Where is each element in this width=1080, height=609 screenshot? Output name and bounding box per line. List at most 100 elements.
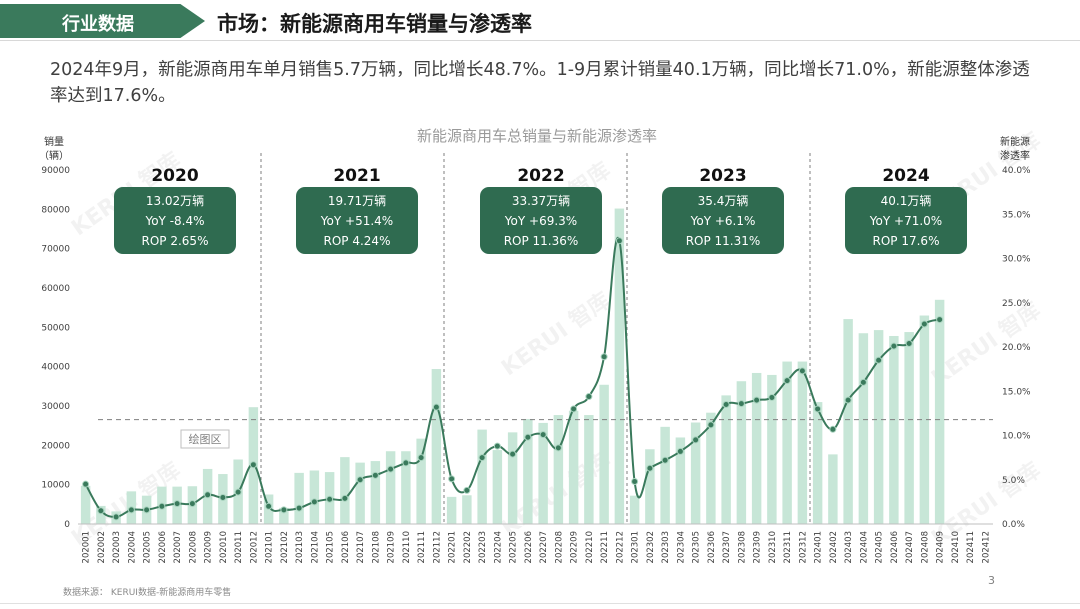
penetration-point [158,502,166,510]
penetration-point [295,504,303,512]
penetration-point [554,444,562,452]
x-tick-label: 202210 [585,531,595,563]
sales-bar [751,372,762,524]
x-tick-label: 202008 [188,531,198,563]
y-left-tick-label: 0 [64,520,70,530]
sales-bar [523,418,533,524]
x-tick-label: 202412 [981,531,991,563]
sales-bar [355,462,365,524]
x-tick-label: 202106 [341,531,351,563]
penetration-point [310,498,318,506]
sales-bar [446,496,457,524]
sales-bar [706,412,716,524]
sales-bar [904,332,914,524]
x-tick-label: 202101 [265,531,275,563]
x-tick-label: 202306 [707,531,717,563]
page-title: 市场：新能源商用车销量与渗透率 [217,12,532,36]
penetration-point [249,461,257,469]
penetration-point [509,450,517,458]
x-tick-label: 202410 [951,531,961,563]
penetration-point [798,367,806,375]
penetration-point [402,459,410,467]
penetration-point [936,316,944,324]
x-tick-label: 202003 [112,531,122,563]
y-right-tick-label: 15.0% [1002,387,1031,397]
penetration-point [478,454,486,462]
sales-bar [767,374,777,524]
penetration-point [265,502,273,510]
x-tick-label: 202105 [326,531,336,563]
penetration-point [920,320,928,328]
year-heading: 2024 [882,166,929,186]
sales-bar [858,333,869,524]
penetration-rate-line [84,236,940,518]
penetration-point [417,454,425,462]
penetration-point [371,471,379,479]
sales-bar [309,470,320,524]
y-right-tick-label: 25.0% [1002,299,1031,309]
year-volume: 13.02万辆 [146,194,204,208]
penetration-point [646,464,654,472]
x-tick-label: 202007 [173,531,183,563]
x-tick-label: 202304 [676,531,686,563]
y-left-tick-label: 50000 [41,323,70,333]
year-heading: 2020 [151,166,198,186]
penetration-point [97,507,105,515]
year-rop: ROP 4.24% [324,234,391,248]
sales-bar [919,315,930,524]
penetration-point [539,431,547,439]
year-summary-box [480,187,602,254]
y-right-tick-label: 20.0% [1002,343,1031,353]
x-tick-label: 202104 [310,531,320,563]
x-tick-label: 202308 [737,531,747,563]
year-volume: 40.1万辆 [881,194,932,208]
penetration-point [768,393,776,401]
year-summary-box [296,187,418,254]
x-tick-label: 202211 [600,531,610,563]
penetration-point [493,442,501,450]
sales-bar [431,369,442,524]
year-yoy: YoY +71.0% [869,214,942,228]
sales-bar [96,505,106,524]
x-tick-label: 202305 [692,531,702,563]
penetration-point [814,405,822,413]
year-summary-box [662,187,784,254]
x-tick-label: 202402 [829,531,839,563]
y-right-tick-label: 0.0% [1002,520,1025,530]
y-right-tick-label: 30.0% [1002,255,1031,265]
sales-bar [614,208,625,524]
year-summary-box [114,187,236,254]
x-tick-label: 202411 [966,531,976,563]
sales-bar [370,461,381,524]
y-left-axis-title: 销量 [44,135,64,148]
x-tick-label: 202209 [570,531,580,563]
title-divider [0,40,1080,41]
data-source-note: 数据来源： KERUI数据-新能源商用车零售 [63,588,232,598]
sales-bar [675,437,686,524]
year-heading: 2022 [517,166,564,186]
year-rop: ROP 2.65% [142,234,209,248]
x-tick-label: 202107 [356,531,366,563]
year-volume: 33.37万辆 [512,194,570,208]
x-tick-label: 202012 [249,531,259,563]
penetration-point [631,478,639,486]
x-tick-label: 202206 [524,531,534,563]
penetration-point [82,480,90,488]
penetration-point [112,513,120,521]
x-tick-label: 202405 [875,531,885,563]
x-tick-label: 202409 [936,531,946,563]
x-tick-label: 202407 [905,531,915,563]
plot-area-label: 绘图区 [189,432,222,446]
year-yoy: YoY +51.4% [320,214,393,228]
x-tick-label: 202309 [753,531,763,563]
penetration-point [859,378,867,386]
x-tick-label: 202201 [448,531,458,563]
y-right-axis-title: 新能源 [1000,135,1030,148]
sales-bar [599,384,609,524]
x-tick-label: 202203 [478,531,488,563]
penetration-point [783,377,791,385]
sales-bar [507,432,518,524]
x-tick-label: 202011 [234,531,244,563]
watermark-text: KERUI 智库 [497,287,616,381]
x-tick-label: 202111 [417,531,427,563]
